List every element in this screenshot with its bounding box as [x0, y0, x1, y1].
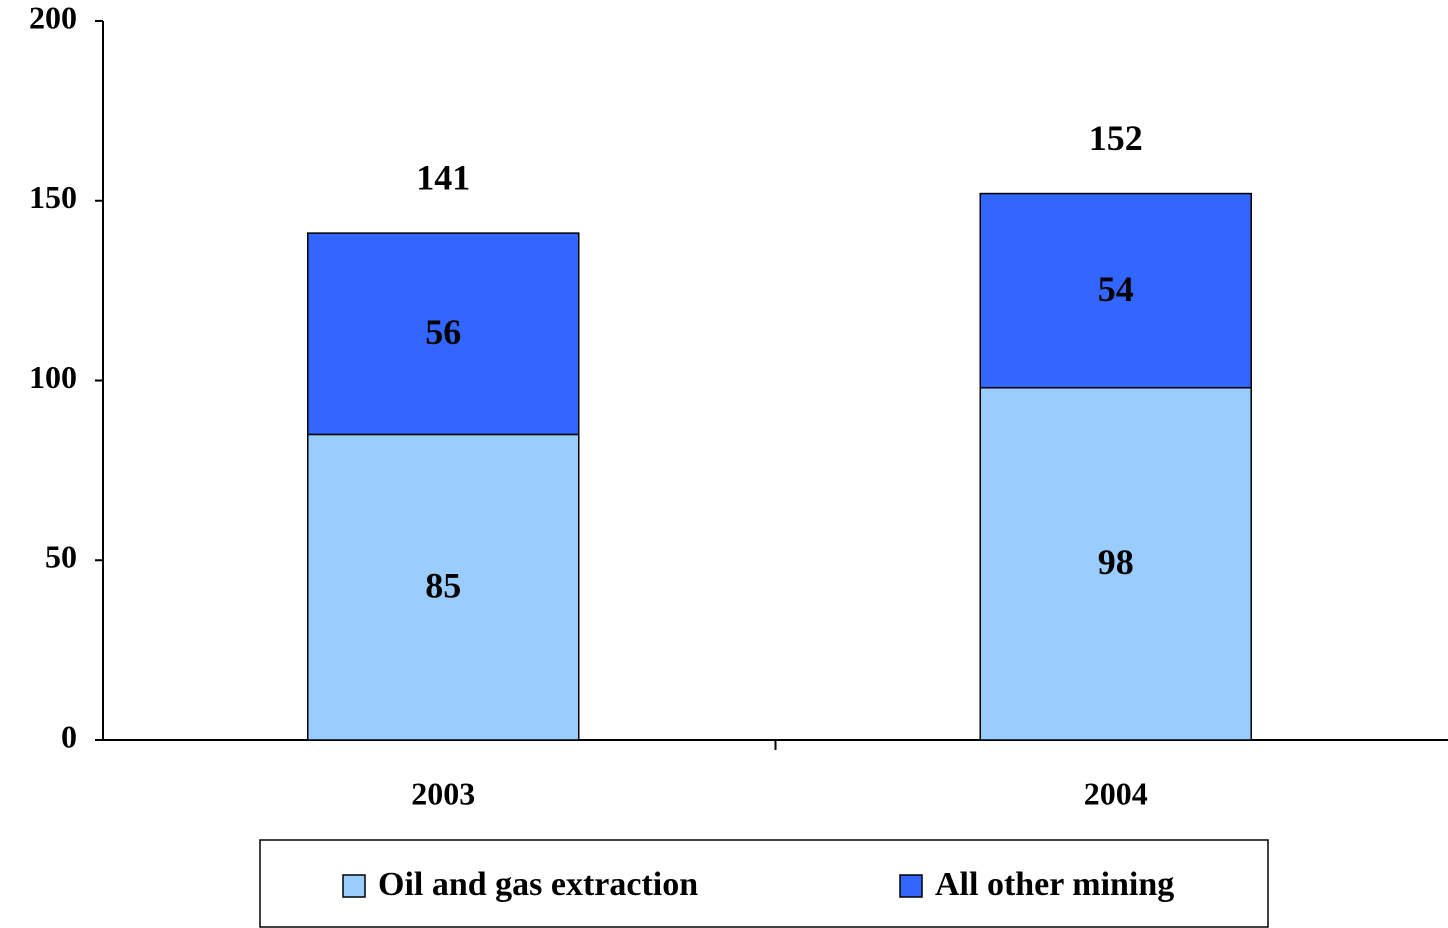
data-label: 54	[1098, 269, 1134, 309]
data-label: 85	[425, 565, 461, 605]
bar-segment	[979, 192, 1252, 389]
bar-segment	[979, 386, 1252, 741]
legend-label: Oil and gas extraction	[378, 866, 698, 903]
total-label: 152	[1089, 118, 1143, 158]
data-label: 56	[425, 312, 461, 352]
bar-segment	[307, 232, 580, 436]
data-label: 98	[1098, 542, 1134, 582]
y-tick-label: 150	[29, 179, 77, 215]
y-tick-label: 100	[29, 359, 77, 395]
x-tick-label: 2004	[1084, 775, 1148, 811]
legend-label: All other mining	[935, 866, 1174, 903]
legend-swatch	[342, 874, 366, 898]
x-tick-label: 2003	[411, 775, 475, 811]
bar-segment	[307, 433, 580, 741]
legend-swatch	[899, 874, 923, 898]
total-label: 141	[416, 157, 470, 197]
y-tick-label: 50	[45, 539, 77, 575]
legend-box	[259, 839, 1269, 928]
y-tick-label: 0	[61, 718, 77, 754]
y-tick-label: 200	[29, 0, 77, 35]
